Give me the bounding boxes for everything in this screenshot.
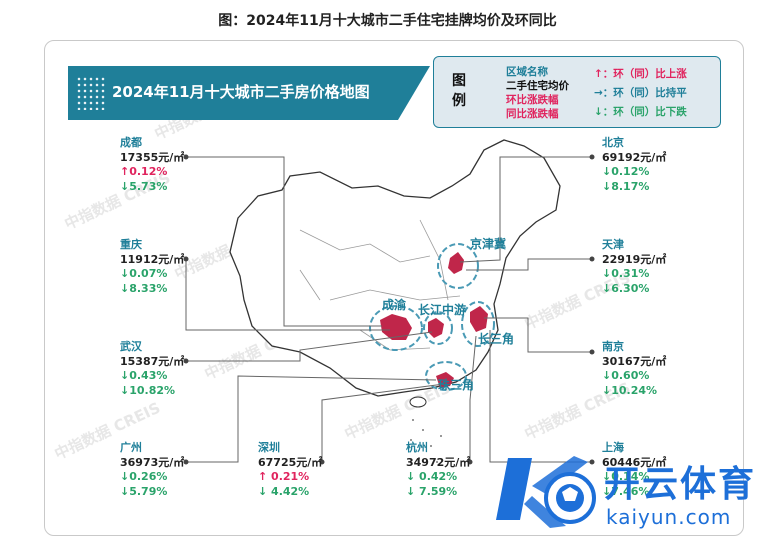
logo-url: kaiyun.com (606, 505, 732, 529)
city-name: 上海 (602, 441, 624, 454)
legend-arrows: ↑：环（同）比上涨 →：环（同）比持平 ↓：环（同）比下跌 (594, 65, 687, 122)
city-yoy: ↓ 7.59% (406, 484, 458, 498)
city-price: 67725元/㎡ (258, 455, 323, 469)
region-ring-changsanjiao (461, 301, 495, 347)
city-mom: ↓0.12% (602, 165, 650, 178)
legend-item-region-name: 区域名称 (506, 66, 548, 78)
city-mom: ↓0.60% (602, 369, 650, 382)
region-shape-chengyu (380, 314, 412, 340)
city-name: 成都 (120, 136, 142, 149)
city-block-beijing: 北京 69192元/㎡ ↓0.12% ↓8.17% (602, 136, 666, 194)
legend-fields: 区域名称 二手住宅均价 环比涨跌幅 同比涨跌幅 (506, 65, 569, 121)
city-yoy: ↓7.46% (602, 484, 650, 498)
legend-item-price: 二手住宅均价 (506, 80, 569, 92)
region-shape-changsanjiao (470, 306, 488, 332)
region-ring-changjiang (423, 311, 453, 345)
leader-line-wuhan (186, 331, 433, 362)
leader-line-guangzhou (186, 375, 437, 463)
banner-tip (398, 66, 430, 120)
city-mom: ↑0.12% (120, 165, 168, 178)
city-name: 重庆 (120, 238, 142, 251)
city-price: 30167元/㎡ (602, 354, 667, 368)
city-block-chongqing: 重庆 11912元/㎡ ↓0.07% ↓8.33% (120, 238, 184, 296)
city-mom: ↓0.26% (120, 470, 168, 483)
city-price: 34972元/㎡ (406, 455, 471, 469)
city-block-shanghai: 上海 60446元/㎡ ↓0.14% ↓7.46% (602, 441, 666, 499)
city-price: 60446元/㎡ (602, 455, 667, 469)
region-shape-jingjinji (448, 252, 464, 274)
city-yoy: ↓10.24% (602, 383, 658, 397)
city-yoy: ↓ 4.42% (258, 484, 310, 498)
region-label-zhusanjiao: 珠三角 (438, 378, 475, 392)
region-ring-jingjinji (437, 243, 479, 289)
city-price: 15387元/㎡ (120, 354, 185, 368)
region-label-jingjinji: 京津冀 (470, 237, 507, 251)
city-name: 武汉 (120, 340, 142, 353)
legend-item-yoy: 同比涨跌幅 (506, 108, 559, 120)
city-block-shenzhen: 深圳 67725元/㎡ ↑ 0.21% ↓ 4.42% (258, 441, 322, 499)
figure-title: 图：2024年11月十大城市二手住宅挂牌均价及环同比 (218, 13, 557, 29)
region-label-changjiang: 长江中游 (418, 303, 467, 317)
city-name: 杭州 (406, 441, 428, 454)
leader-line-chongqing (185, 259, 390, 331)
city-price: 22919元/㎡ (602, 252, 667, 266)
city-block-tianjin: 天津 22919元/㎡ ↓0.31% ↓6.30% (602, 238, 666, 296)
leader-line-shenzhen (321, 383, 445, 462)
leader-line-nanjing (484, 317, 592, 353)
city-yoy: ↓10.82% (120, 383, 176, 397)
legend-arrow-down: ↓：环（同）比下跌 (594, 106, 687, 118)
legend: 图例 区域名称 二手住宅均价 环比涨跌幅 同比涨跌幅 ↑：环（同）比上涨 →：环… (433, 56, 721, 128)
leader-line-hangzhou (469, 335, 477, 462)
legend-arrow-flat: →：环（同）比持平 (594, 87, 687, 99)
city-block-nanjing: 南京 30167元/㎡ ↓0.60% ↓10.24% (602, 340, 666, 398)
city-block-wuhan: 武汉 15387元/㎡ ↓0.43% ↓10.82% (120, 340, 184, 398)
leader-line-tianjin (466, 258, 592, 271)
map-title-banner: 2024年11月十大城市二手房价格地图 (68, 66, 398, 120)
city-yoy: ↓5.73% (120, 179, 168, 193)
logo-text: 开云体育 (604, 464, 757, 505)
city-name: 南京 (602, 340, 624, 353)
city-name: 天津 (602, 238, 624, 251)
city-name: 深圳 (258, 441, 280, 454)
kaiyun-logo-icon (496, 456, 596, 528)
city-yoy: ↓8.33% (120, 281, 168, 295)
china-outline (229, 139, 561, 397)
city-name: 广州 (120, 441, 142, 454)
map-title: 2024年11月十大城市二手房价格地图 (112, 83, 370, 101)
leader-line-chengdu (186, 156, 382, 327)
city-block-hangzhou: 杭州 34972元/㎡ ↓ 0.42% ↓ 7.59% (406, 441, 470, 499)
region-shape-changjiang (428, 318, 444, 338)
region-ring-chengyu (369, 305, 423, 351)
city-mom: ↓0.07% (120, 267, 168, 280)
city-mom: ↓0.14% (602, 470, 650, 483)
city-block-chengdu: 成都 17355元/㎡ ↑0.12% ↓5.73% (120, 136, 184, 194)
city-price: 11912元/㎡ (120, 252, 185, 266)
dots-decoration-icon (76, 76, 106, 110)
city-price: 36973元/㎡ (120, 455, 185, 469)
region-label-changsanjiao: 长三角 (478, 332, 515, 346)
region-label-chengyu: 成渝 (382, 298, 407, 312)
city-yoy: ↓5.79% (120, 484, 168, 498)
city-yoy: ↓6.30% (602, 281, 650, 295)
legend-item-mom: 环比涨跌幅 (506, 94, 559, 106)
city-mom: ↓ 0.42% (406, 470, 458, 483)
city-mom: ↓0.43% (120, 369, 168, 382)
city-price: 69192元/㎡ (602, 150, 667, 164)
city-yoy: ↓8.17% (602, 179, 650, 193)
city-name: 北京 (602, 136, 624, 149)
leader-line-shanghai (489, 330, 592, 463)
leader-line-beijing (459, 156, 592, 263)
city-mom: ↓0.31% (602, 267, 650, 280)
legend-arrow-up: ↑：环（同）比上涨 (594, 68, 687, 80)
city-block-guangzhou: 广州 36973元/㎡ ↓0.26% ↓5.79% (120, 441, 184, 499)
legend-title: 图例 (452, 73, 466, 109)
region-ring-zhusanjiao (425, 361, 467, 391)
city-price: 17355元/㎡ (120, 150, 185, 164)
city-mom: ↑ 0.21% (258, 470, 310, 483)
